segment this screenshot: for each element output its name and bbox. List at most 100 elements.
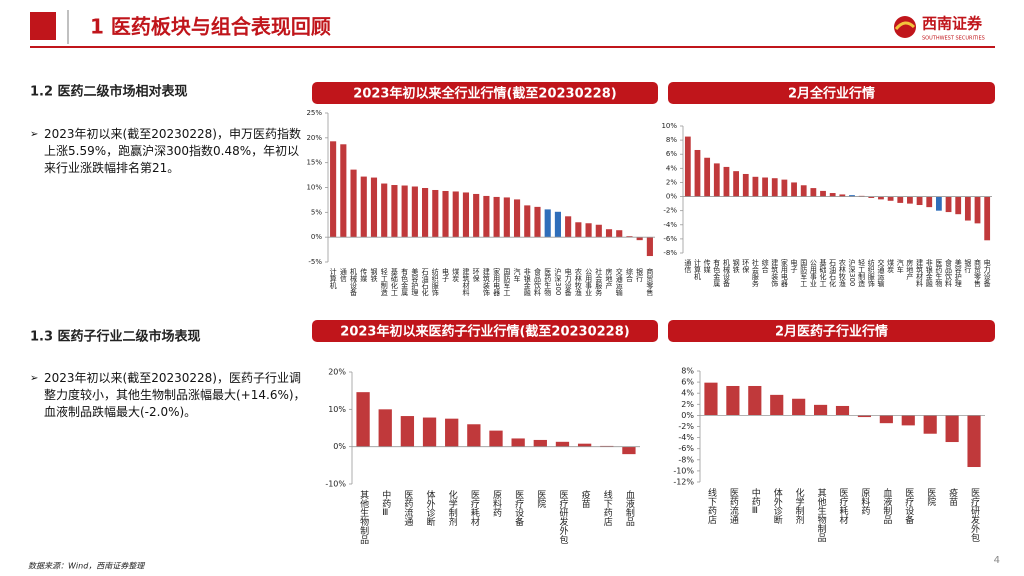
x-tick-label: 电力设备 xyxy=(564,267,572,297)
bar xyxy=(378,409,392,447)
bar xyxy=(422,187,429,238)
chart-banner xyxy=(668,320,995,342)
bar xyxy=(577,443,592,447)
bar xyxy=(791,182,797,197)
x-tick-label: 医疗研发外包 xyxy=(969,488,980,542)
bar xyxy=(704,157,711,197)
page-number: 4 xyxy=(994,555,1000,566)
x-tick-label: 煤炭 xyxy=(452,267,460,283)
x-tick-label: 国防军工 xyxy=(503,268,511,296)
x-tick-label: 国防军工 xyxy=(800,259,808,287)
bar xyxy=(897,196,904,203)
bar xyxy=(422,417,437,447)
header-title: 1 医药板块与组合表现回顾 xyxy=(90,15,331,39)
bar xyxy=(483,195,490,238)
y-tick-label: -8% xyxy=(678,455,694,464)
x-tick-label: 美容护理 xyxy=(411,267,419,296)
bar xyxy=(370,177,378,238)
y-tick-label: -5% xyxy=(308,258,322,266)
x-tick-label: 原料药 xyxy=(491,490,502,518)
x-tick-label: 石油石化 xyxy=(829,259,837,288)
bar xyxy=(907,196,913,204)
y-tick-label: -12% xyxy=(673,478,694,487)
bar xyxy=(524,205,531,238)
bar xyxy=(694,149,701,197)
bar xyxy=(636,237,643,241)
x-tick-label: 计算机 xyxy=(693,258,701,281)
y-tick-label: 20% xyxy=(328,368,346,377)
x-tick-label: 商贸零售 xyxy=(646,267,654,297)
y-tick-label: -10% xyxy=(673,466,694,475)
bar xyxy=(771,178,778,197)
x-tick-label: 综合 xyxy=(761,258,769,274)
y-tick-label: 6% xyxy=(666,150,677,158)
logo-swoosh xyxy=(894,21,916,30)
x-tick-label: 食品饮料 xyxy=(945,258,953,288)
x-tick-label: 基础化工 xyxy=(819,258,827,287)
bar xyxy=(879,415,893,424)
x-tick-label: 环保 xyxy=(742,259,750,274)
x-tick-label: 医院 xyxy=(535,490,546,509)
bar xyxy=(646,237,653,257)
section-heading: 1.2 医药二级市场相对表现 xyxy=(30,84,188,100)
x-tick-label: 食品饮料 xyxy=(533,267,541,297)
bar xyxy=(356,392,370,447)
x-tick-label: 原料药 xyxy=(859,488,870,516)
x-tick-label: 其他生物制品 xyxy=(358,490,369,545)
bar xyxy=(534,206,541,238)
bar xyxy=(926,196,933,208)
bar xyxy=(704,382,718,416)
x-tick-label: 公用事业 xyxy=(809,259,817,287)
x-tick-label: 钢铁 xyxy=(732,258,740,274)
bar xyxy=(770,394,784,416)
bar xyxy=(605,229,613,238)
x-tick-label: 医疗耗材 xyxy=(838,488,849,524)
x-tick-label: 化学制剂 xyxy=(447,489,458,527)
chart-title: 2023年初以来全行业行情(截至20230228) xyxy=(353,86,616,102)
y-tick-label: -8% xyxy=(663,249,677,257)
x-tick-label: 医药流通 xyxy=(402,490,413,527)
header-block xyxy=(30,12,56,40)
y-tick-label: -6% xyxy=(663,235,677,243)
x-tick-label: 医疗耗材 xyxy=(469,490,480,526)
x-tick-label: 家用电器 xyxy=(780,258,788,288)
x-tick-label: 石油石化 xyxy=(421,268,429,297)
bar xyxy=(748,385,762,416)
y-tick-label: -2% xyxy=(678,422,694,431)
bar xyxy=(857,415,871,418)
bar xyxy=(955,196,962,215)
bar xyxy=(340,144,347,238)
bar xyxy=(511,438,525,447)
bar xyxy=(554,211,561,238)
footer-source: 数据来源：Wind，西南证券整理 xyxy=(28,562,145,571)
x-tick-label: 钢铁 xyxy=(370,267,378,283)
chart-banner xyxy=(312,82,658,104)
x-tick-label: 基础化工 xyxy=(390,267,398,296)
y-tick-label: 6% xyxy=(681,378,694,387)
x-tick-label: 汽车 xyxy=(513,267,521,283)
bar xyxy=(916,196,923,206)
chart-title: 2023年初以来医药子行业行情(截至20230228) xyxy=(340,324,629,340)
bar xyxy=(800,185,807,197)
x-tick-label: 有色金属 xyxy=(401,267,409,297)
bar xyxy=(839,194,846,197)
x-tick-label: 纺织服饰 xyxy=(867,258,875,288)
x-tick-label: 汽车 xyxy=(896,258,904,274)
x-tick-label: 传媒 xyxy=(703,258,711,274)
y-tick-label: -2% xyxy=(663,207,677,215)
chart-banner xyxy=(312,320,658,342)
bar xyxy=(945,196,952,213)
y-tick-label: 0% xyxy=(666,193,677,201)
x-tick-label: 电子 xyxy=(790,258,798,273)
bar xyxy=(489,430,503,447)
y-tick-label: 10% xyxy=(661,122,677,130)
x-tick-label: 建筑材料 xyxy=(916,258,924,288)
x-tick-label: 疫苗 xyxy=(580,489,591,509)
x-tick-label: 血液制品 xyxy=(624,489,635,527)
x-tick-label: 轻工制造 xyxy=(858,258,866,288)
x-tick-label: 体外诊断 xyxy=(425,489,436,527)
x-tick-label: 农林牧渔 xyxy=(838,258,846,288)
x-tick-label: 传媒 xyxy=(360,267,368,283)
bar xyxy=(820,190,826,197)
